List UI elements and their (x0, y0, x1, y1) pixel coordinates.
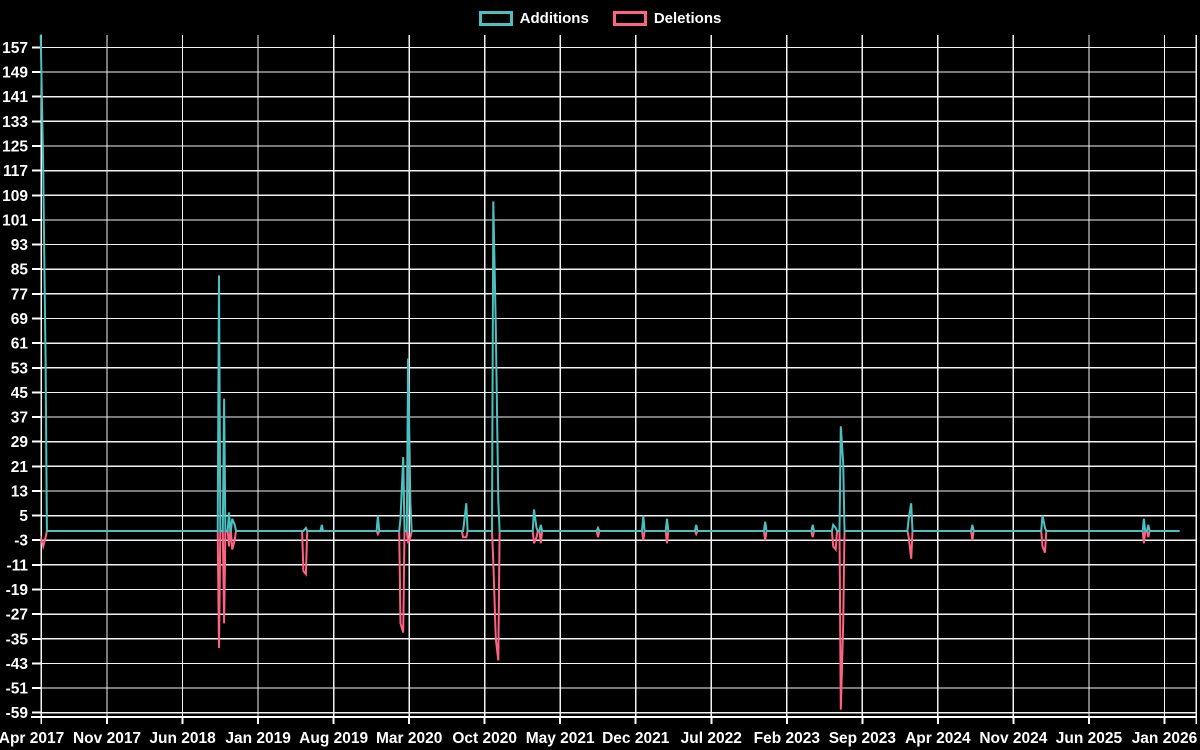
legend-item-additions[interactable]: Additions (478, 9, 589, 27)
legend-label-deletions: Deletions (653, 9, 722, 27)
y-tick-label: -19 (6, 582, 29, 599)
y-tick-label: 53 (11, 360, 29, 377)
chart-legend: Additions Deletions (0, 6, 1200, 30)
x-tick-label: Sep 2023 (829, 730, 897, 747)
x-tick-label: Jul 2022 (681, 730, 742, 747)
x-tick-label: Jun 2018 (149, 730, 216, 747)
y-tick-label: 69 (11, 311, 29, 328)
y-tick-label: 21 (11, 459, 29, 476)
x-tick-label: Mar 2020 (376, 730, 442, 747)
y-tick-label: -51 (6, 681, 29, 698)
y-tick-label: 133 (2, 114, 28, 131)
y-tick-label: 61 (11, 336, 29, 353)
legend-item-deletions[interactable]: Deletions (612, 9, 722, 27)
y-tick-label: 157 (2, 40, 28, 57)
y-tick-label: 77 (11, 286, 28, 303)
additions-swatch-icon (478, 10, 513, 26)
y-tick-label: -43 (6, 656, 29, 673)
deletions-swatch-icon (612, 10, 647, 26)
y-tick-label: -27 (6, 607, 28, 624)
y-tick-label: 85 (11, 262, 29, 279)
y-tick-label: 13 (11, 483, 29, 500)
y-tick-label: 101 (2, 212, 28, 229)
y-tick-label: -11 (6, 557, 28, 574)
x-tick-label: Jan 2026 (1132, 730, 1198, 747)
x-tick-label: May 2021 (526, 730, 595, 747)
y-tick-label: 93 (11, 237, 29, 254)
y-tick-label: 149 (2, 65, 28, 82)
x-tick-label: Nov 2017 (73, 730, 141, 747)
series-group (39, 34, 1180, 710)
x-tick-label: Feb 2023 (754, 730, 821, 747)
additions-line (39, 34, 1180, 532)
x-tick-label: Jun 2025 (1056, 730, 1123, 747)
deletions-line (39, 530, 1180, 710)
x-tick-label: Aug 2019 (299, 730, 368, 747)
grid (32, 35, 1197, 724)
x-tick-label: Nov 2024 (979, 730, 1047, 747)
y-tick-label: 109 (2, 188, 28, 205)
y-tick-label: -3 (14, 533, 28, 550)
y-tick-label: -59 (6, 705, 29, 722)
y-tick-label: 37 (11, 410, 28, 427)
x-tick-label: Apr 2017 (0, 730, 64, 747)
x-tick-label: Oct 2020 (452, 730, 517, 747)
y-tick-label: 141 (2, 89, 28, 106)
x-tick-label: Apr 2024 (905, 730, 971, 747)
x-tick-label: Jan 2019 (225, 730, 291, 747)
y-tick-label: 29 (11, 434, 29, 451)
y-tick-label: 117 (3, 163, 28, 180)
y-tick-label: 125 (2, 139, 28, 156)
legend-label-additions: Additions (519, 9, 589, 27)
y-tick-label: 5 (19, 508, 28, 525)
x-tick-label: Dec 2021 (602, 730, 670, 747)
y-tick-label: -35 (6, 631, 29, 648)
y-tick-label: 45 (11, 385, 29, 402)
